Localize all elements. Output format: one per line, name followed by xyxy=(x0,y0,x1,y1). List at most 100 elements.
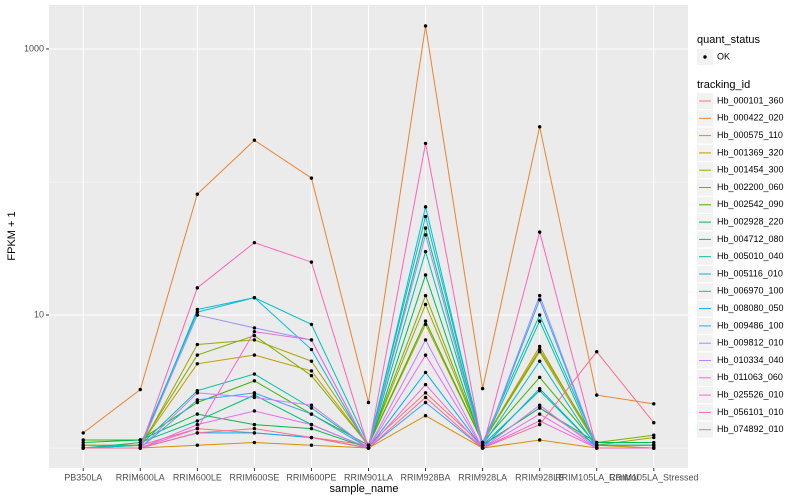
data-point xyxy=(423,414,428,418)
legend-point xyxy=(703,55,707,59)
legend-label: Hb_006970_100 xyxy=(717,286,784,296)
data-point xyxy=(252,353,257,357)
data-point xyxy=(480,446,485,450)
legend-label: OK xyxy=(717,51,730,61)
legend-label: Hb_056101_010 xyxy=(717,407,784,417)
legend-label: Hb_009812_010 xyxy=(717,338,784,348)
data-point xyxy=(537,375,542,380)
data-point xyxy=(195,286,200,290)
data-point xyxy=(595,446,599,450)
data-point xyxy=(309,338,314,342)
data-point xyxy=(537,313,542,317)
data-point xyxy=(423,370,428,375)
data-point xyxy=(252,326,257,330)
data-point xyxy=(480,443,485,447)
data-point xyxy=(423,400,428,405)
data-point xyxy=(480,440,485,445)
data-point xyxy=(537,125,542,129)
x-tick-label: RRIM928LA xyxy=(458,472,507,482)
data-point xyxy=(252,440,257,445)
legend-label: Hb_025526_010 xyxy=(717,389,784,399)
data-point xyxy=(537,230,542,234)
data-point xyxy=(81,440,85,445)
data-point xyxy=(252,295,257,300)
data-point xyxy=(366,443,371,447)
data-point xyxy=(195,400,200,405)
data-point xyxy=(309,322,314,327)
data-point xyxy=(309,373,314,378)
x-tick-label: PB350LA xyxy=(64,472,102,482)
data-point xyxy=(652,446,656,450)
data-point xyxy=(252,240,257,245)
legend-label: Hb_002542_090 xyxy=(717,199,784,209)
legend-label: Hb_004712_080 xyxy=(717,234,784,244)
data-point xyxy=(309,435,314,440)
data-point xyxy=(423,382,428,387)
legend-label: Hb_000575_110 xyxy=(717,130,783,140)
data-point xyxy=(423,141,428,146)
data-point xyxy=(537,403,542,407)
data-point xyxy=(195,426,200,431)
data-point xyxy=(138,438,142,442)
y-tick-label: 10 xyxy=(34,309,44,319)
data-point xyxy=(652,433,656,437)
y-tick-label: 1000 xyxy=(24,43,44,53)
data-point xyxy=(309,176,314,180)
legend-label: Hb_074892_010 xyxy=(717,424,784,434)
data-point xyxy=(138,443,142,447)
data-point xyxy=(309,426,314,431)
data-point xyxy=(423,353,428,357)
data-point xyxy=(252,338,257,342)
x-tick-label: RRIM928LB xyxy=(515,472,564,482)
data-point xyxy=(195,391,200,395)
data-point xyxy=(423,391,428,395)
data-point xyxy=(81,438,85,442)
data-point xyxy=(537,319,542,323)
legend-label: Hb_010334_040 xyxy=(717,355,784,365)
data-point xyxy=(309,347,314,352)
data-point xyxy=(652,435,656,440)
data-point xyxy=(252,333,257,338)
y-axis-label: FPKM + 1 xyxy=(6,211,18,260)
data-point xyxy=(195,310,200,314)
data-point xyxy=(652,402,656,406)
data-point xyxy=(537,293,542,298)
data-point xyxy=(652,421,656,425)
data-point xyxy=(252,379,257,383)
data-point xyxy=(195,307,200,312)
legend-title: tracking_id xyxy=(697,79,750,91)
x-tick-label: RRIM600PE xyxy=(286,472,336,482)
legend-label: Hb_001369_320 xyxy=(717,147,784,157)
data-point xyxy=(309,359,314,363)
data-point xyxy=(309,260,314,264)
data-point xyxy=(309,369,314,373)
legend-label: Hb_005116_010 xyxy=(717,268,783,278)
legend-label: Hb_008080_050 xyxy=(717,303,784,313)
data-point xyxy=(252,138,257,142)
legend-title: quant_status xyxy=(697,34,760,46)
data-point xyxy=(595,440,599,445)
data-point xyxy=(309,443,314,447)
data-point xyxy=(423,249,428,254)
data-point xyxy=(252,372,257,376)
data-point xyxy=(195,353,200,357)
legend-label: Hb_002928_220 xyxy=(717,216,784,226)
data-point xyxy=(195,342,200,347)
legend-label: Hb_000422_020 xyxy=(717,113,784,123)
data-point xyxy=(423,322,428,327)
data-point xyxy=(423,293,428,298)
data-point xyxy=(252,426,257,431)
data-point xyxy=(423,302,428,307)
data-point xyxy=(309,412,314,416)
data-point xyxy=(309,406,314,410)
data-point xyxy=(423,319,428,323)
data-point xyxy=(366,446,371,450)
data-point xyxy=(423,338,428,342)
legend-label: Hb_009486_100 xyxy=(717,320,784,330)
data-point xyxy=(423,226,428,230)
data-point xyxy=(652,443,656,447)
legend-label: Hb_005010_040 xyxy=(717,251,784,261)
data-point xyxy=(595,443,599,447)
data-point xyxy=(195,412,200,416)
